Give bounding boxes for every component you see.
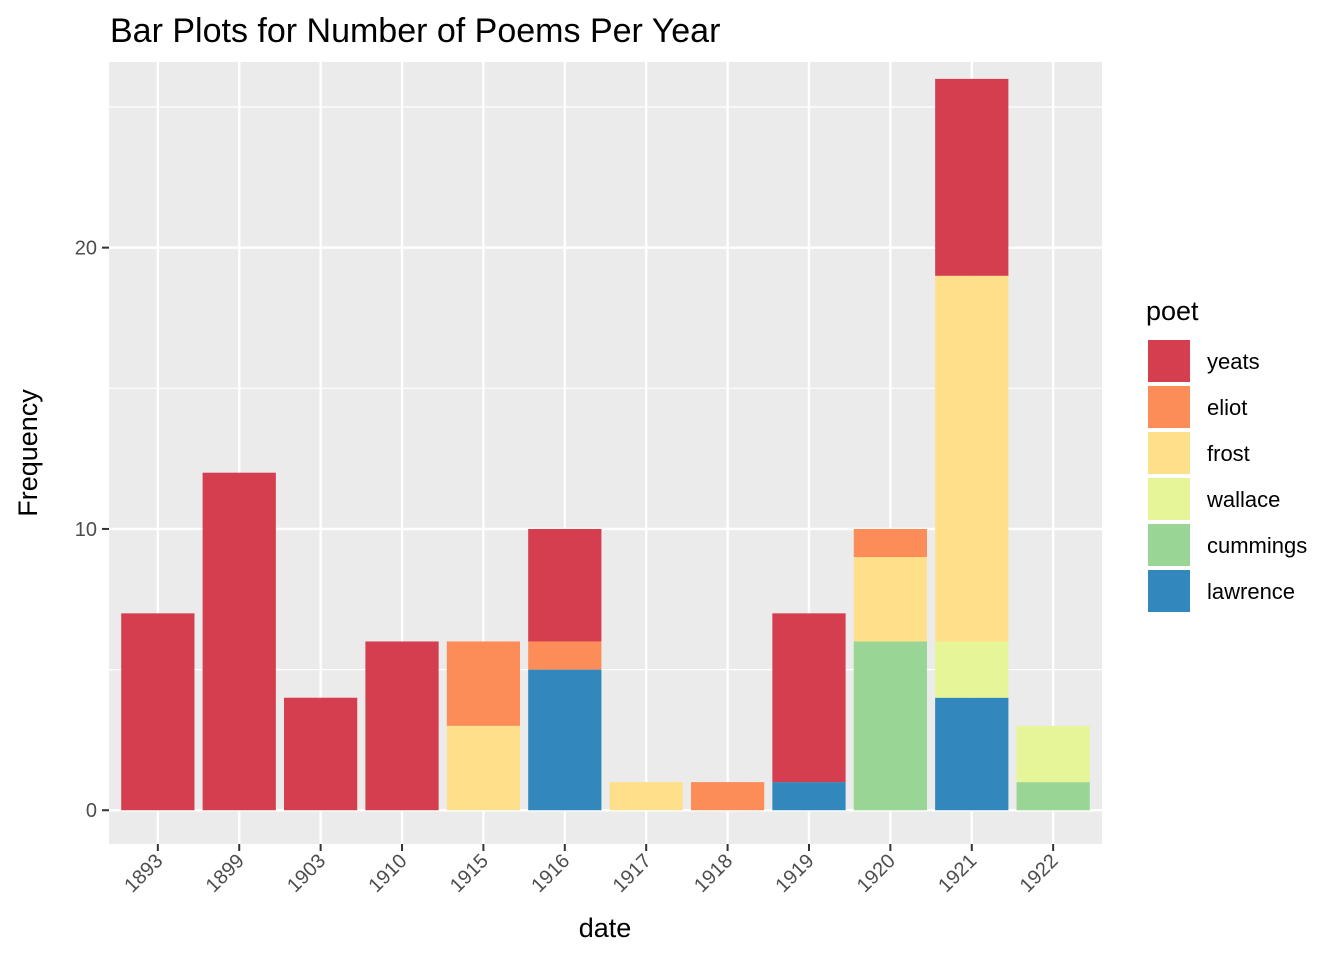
- x-axis: 1893 1899 1903 1910 1915 1916 1917 1918 1919 1920…: [120, 844, 1063, 897]
- x-tick-label: 1920: [853, 850, 900, 897]
- x-tick-label: 1919: [771, 850, 818, 897]
- legend-label-yeats: yeats: [1207, 349, 1260, 374]
- legend-swatch-yeats: [1148, 340, 1190, 382]
- legend-swatch-cummings: [1148, 524, 1190, 566]
- bar-lawrence-1916: [528, 669, 602, 811]
- bar-eliot-1915: [446, 641, 521, 726]
- legend-label-wallace: wallace: [1206, 487, 1280, 512]
- y-tick-label: 0: [86, 800, 97, 822]
- bar-yeats-1916: [528, 528, 602, 642]
- bar-frost-1915: [446, 725, 521, 811]
- y-tick-label: 10: [75, 519, 97, 541]
- bar-yeats-1921: [935, 78, 1009, 276]
- x-tick-label: 1917: [609, 850, 656, 897]
- bar-lawrence-1919: [772, 782, 846, 811]
- x-tick-label: 1915: [446, 850, 493, 897]
- bar-yeats-1903: [283, 697, 358, 811]
- x-tick-label: 1916: [527, 850, 574, 897]
- legend-swatch-eliot: [1148, 386, 1190, 428]
- legend-label-cummings: cummings: [1207, 533, 1307, 558]
- legend-swatch-wallace: [1148, 478, 1190, 520]
- bar-eliot-1918: [690, 782, 765, 811]
- x-tick-label: 1903: [283, 850, 330, 897]
- x-tick-label: 1922: [1016, 850, 1063, 897]
- bar-cummings-1922: [1016, 782, 1090, 811]
- bar-wallace-1922: [1016, 725, 1090, 783]
- bar-frost-1921: [935, 275, 1009, 642]
- x-tick-label: 1918: [690, 850, 737, 897]
- bar-frost-1920: [853, 557, 928, 642]
- bar-yeats-1919: [772, 613, 846, 783]
- x-tick-label: 1921: [934, 850, 981, 897]
- bars: [121, 78, 1090, 811]
- bar-wallace-1921: [935, 641, 1009, 698]
- x-tick-label: 1910: [365, 850, 412, 897]
- y-tick-label: 20: [75, 238, 97, 260]
- legend-swatch-frost: [1148, 432, 1190, 474]
- y-axis-title: Frequency: [13, 389, 43, 517]
- legend-title: poet: [1146, 296, 1199, 326]
- bar-yeats-1893: [121, 613, 195, 811]
- bar-yeats-1910: [365, 641, 439, 811]
- legend-label-eliot: eliot: [1207, 395, 1247, 420]
- bar-eliot-1920: [853, 528, 928, 558]
- x-axis-title: date: [579, 913, 632, 943]
- bar-cummings-1920: [853, 641, 928, 811]
- bar-frost-1917: [609, 782, 683, 811]
- x-tick-label: 1899: [202, 850, 249, 897]
- chart-title: Bar Plots for Number of Poems Per Year: [110, 12, 720, 50]
- legend-label-frost: frost: [1207, 441, 1250, 466]
- bar-lawrence-1921: [935, 697, 1009, 811]
- legend: poet yeats eliot frost wallace cummings lawre…: [1146, 296, 1307, 612]
- legend-label-lawrence: lawrence: [1207, 579, 1295, 604]
- bar-eliot-1916: [528, 641, 602, 670]
- bar-yeats-1899: [202, 472, 276, 811]
- y-axis: 0 10 20: [75, 238, 109, 822]
- x-tick-label: 1893: [120, 850, 167, 897]
- legend-swatch-lawrence: [1148, 570, 1190, 612]
